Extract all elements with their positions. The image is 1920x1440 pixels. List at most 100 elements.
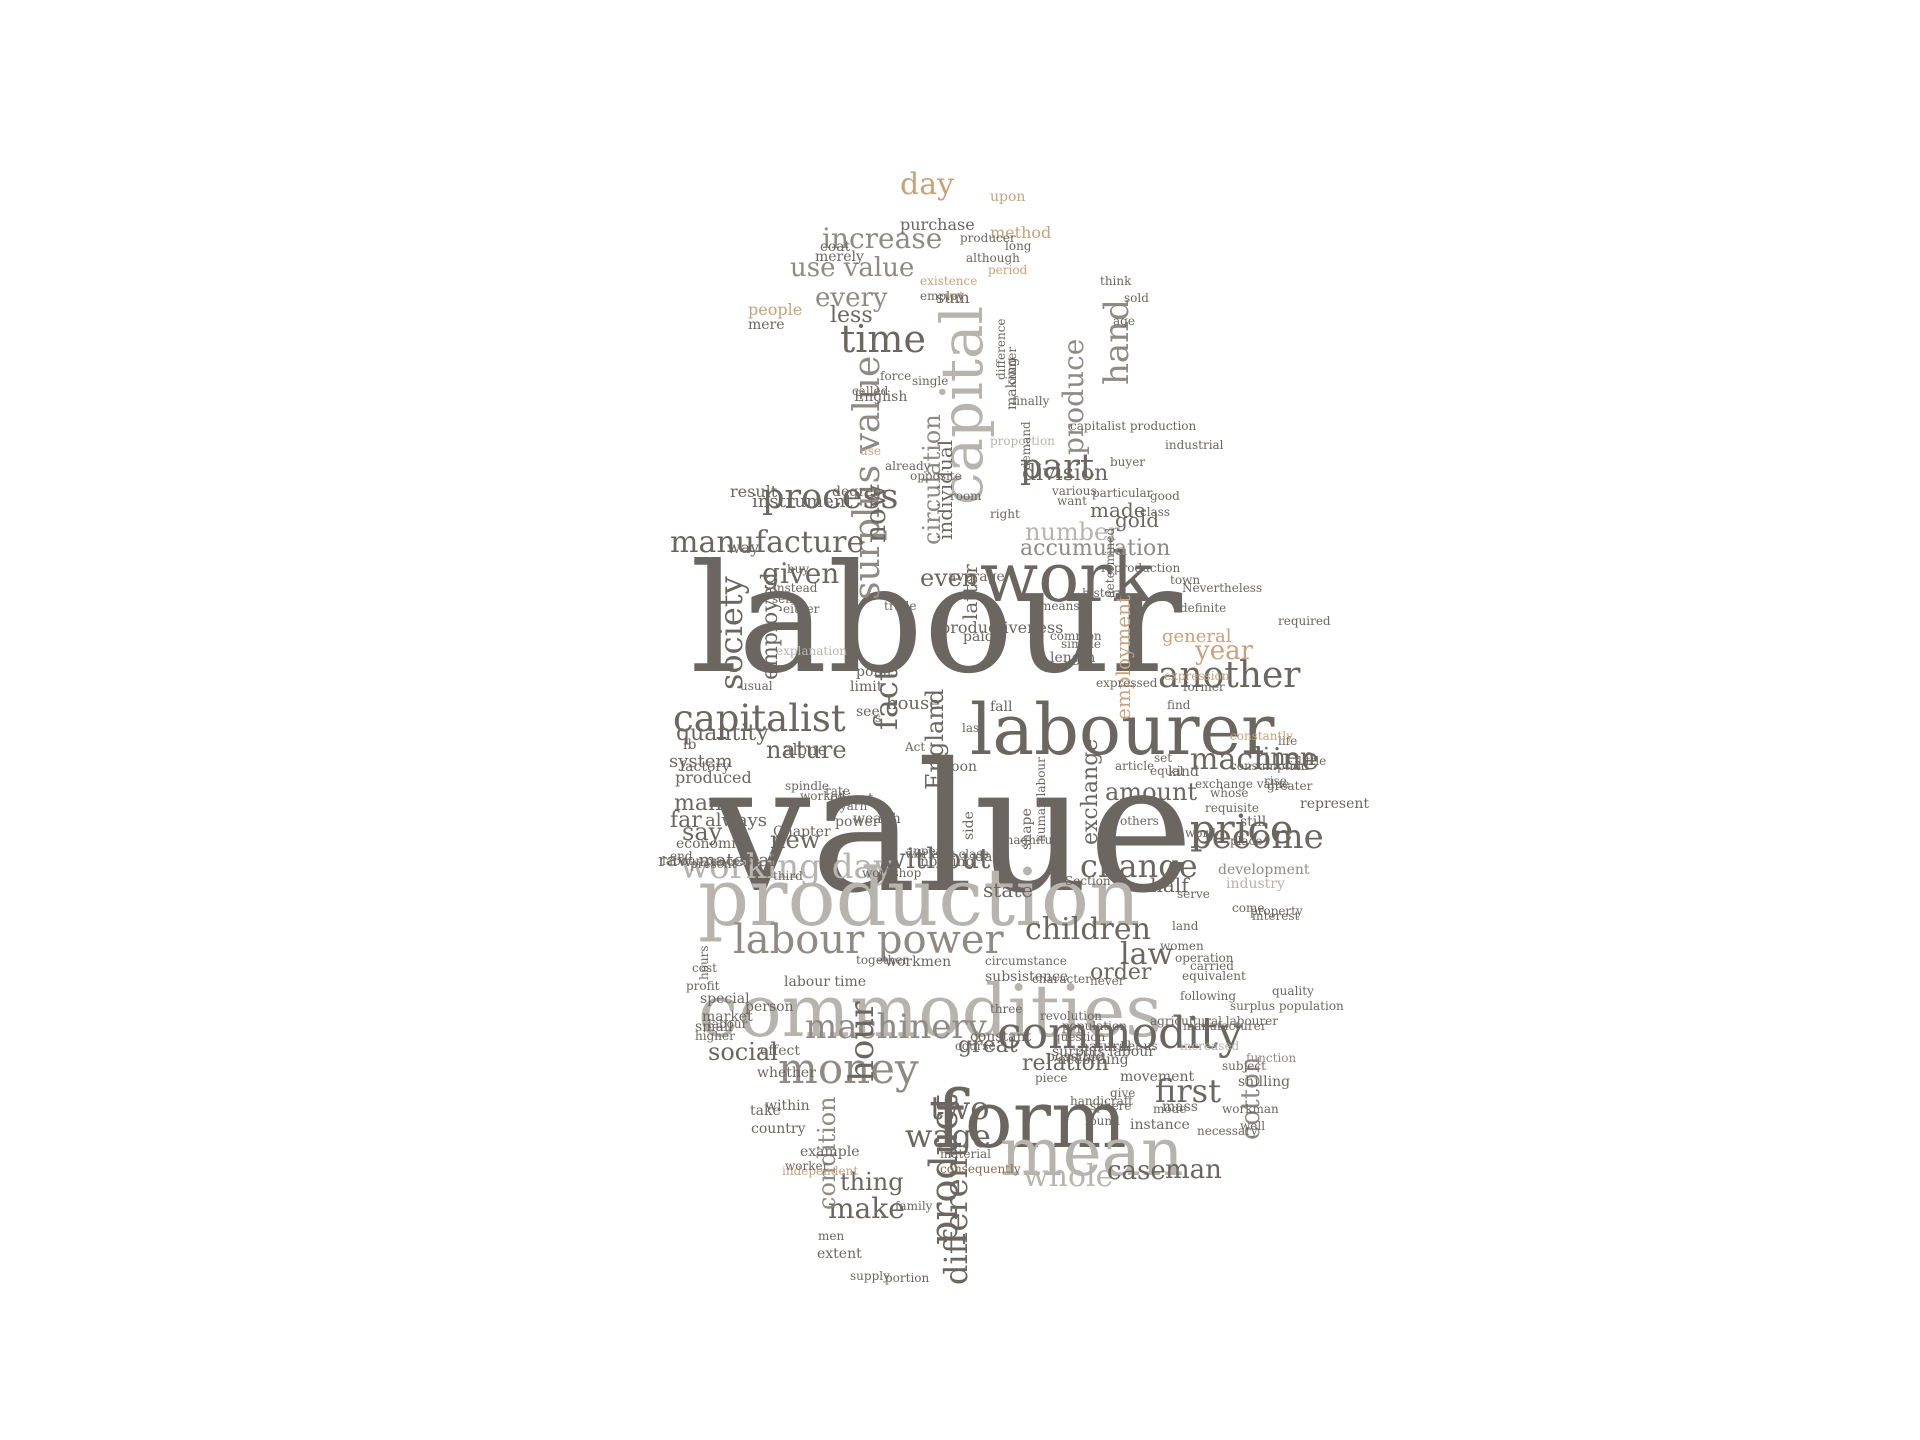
cloud-word: effect [760, 1043, 800, 1059]
cloud-word: order [1090, 960, 1152, 985]
cloud-word: part [1020, 447, 1095, 487]
cloud-word: class [1140, 505, 1171, 519]
cloud-word: example [800, 1144, 860, 1160]
cloud-word: third [773, 869, 803, 883]
cloud-word: method [990, 223, 1052, 242]
cloud-word: Chapter [773, 824, 831, 840]
cloud-word: make [828, 1192, 905, 1225]
cloud-word: equal [1150, 764, 1184, 778]
cloud-word: machine [1190, 742, 1320, 777]
cloud-word: use [860, 444, 881, 458]
cloud-word: hour [842, 1001, 882, 1082]
cloud-word: production [698, 851, 1141, 944]
cloud-word: process [762, 477, 899, 517]
cloud-word: shilling [1238, 1074, 1291, 1090]
cloud-word: raw material [658, 850, 775, 871]
cloud-word: produced [675, 768, 752, 787]
cloud-word: extent [817, 1246, 862, 1262]
cloud-word: expressed [1096, 676, 1158, 690]
cloud-word: Act [905, 740, 926, 754]
cloud-word: set [1154, 751, 1173, 765]
cloud-word: material [940, 1147, 992, 1161]
cloud-word: worker [785, 1159, 829, 1173]
cloud-word: constantly [1230, 729, 1293, 743]
cloud-word: possible [1046, 1049, 1104, 1065]
cloud-word: always [705, 810, 768, 831]
cloud-word: less [830, 303, 873, 328]
cloud-word: opposite [910, 469, 962, 483]
cloud-word: well [1240, 1119, 1266, 1133]
cloud-word: place [1230, 834, 1263, 848]
cloud-word: labourer [970, 689, 1275, 771]
cloud-word: room [950, 489, 982, 503]
cloud-word: machinery [805, 1007, 987, 1047]
cloud-word: portion [885, 1271, 930, 1285]
cloud-word: say [682, 818, 723, 846]
cloud-word: produce [1057, 338, 1090, 455]
cloud-word: labour [708, 1017, 748, 1031]
cloud-word: force [880, 369, 912, 383]
cloud-word: end [670, 849, 693, 863]
cloud-word: producer [960, 231, 1016, 245]
cloud-word: property [1250, 904, 1303, 918]
cloud-word: far [670, 808, 702, 833]
cloud-word: quality [1272, 984, 1314, 998]
cloud-word: average [948, 569, 1005, 585]
cloud-word: definite [1180, 601, 1227, 615]
cloud-word: value [710, 725, 1194, 932]
cloud-word: commodities [698, 969, 1163, 1053]
cloud-word: point [856, 664, 893, 680]
cloud-word: according [1058, 1052, 1129, 1068]
cloud-word: factory [680, 759, 731, 775]
cloud-word: hand [1097, 299, 1137, 385]
cloud-word: price [1190, 807, 1294, 853]
cloud-word: manufacturer [1183, 1019, 1267, 1033]
cloud-word: case [1107, 1156, 1166, 1186]
cloud-word: work [980, 539, 1153, 618]
cloud-word: reproduction [1101, 561, 1181, 575]
cloud-word: give [1110, 1086, 1136, 1100]
cloud-word: following [1180, 989, 1237, 1003]
cloud-word: become [1190, 817, 1324, 857]
cloud-word: long [1005, 239, 1032, 253]
cloud-word: proportion [990, 434, 1055, 448]
cloud-word: capitalist production [1070, 419, 1197, 433]
cloud-word: subject [1222, 1059, 1266, 1073]
cloud-word: consequently [940, 1162, 1021, 1176]
cloud-word: subsistence [985, 969, 1069, 985]
cloud-word: every [815, 283, 888, 313]
cloud-word: serve [1177, 887, 1210, 901]
cloud-word: market [702, 1009, 753, 1025]
cloud-word: accumulation [1020, 536, 1171, 561]
cloud-word: function [1246, 1051, 1297, 1065]
cloud-word: change [1080, 847, 1198, 885]
cloud-word: movement [1120, 1069, 1195, 1085]
cloud-word: mass [1162, 1099, 1198, 1115]
cloud-word: mere [748, 317, 785, 333]
cloud-word: appear [906, 844, 949, 858]
cloud-word: economic [676, 836, 744, 852]
cloud-word: country [751, 1121, 806, 1137]
cloud-word: house [886, 693, 940, 714]
cloud-word: life [1278, 734, 1298, 748]
cloud-word: half [1150, 873, 1189, 897]
cloud-word: labour power [733, 917, 1004, 963]
cloud-word: called [852, 384, 889, 398]
cloud-word: agricultural labourer [1150, 1014, 1278, 1028]
cloud-word: common [1050, 629, 1102, 643]
cloud-word: working day [680, 847, 894, 887]
cloud-word: paid [963, 629, 994, 645]
cloud-word: question [1053, 1030, 1106, 1044]
cloud-word: interest [1252, 909, 1300, 923]
cloud-word: period [988, 263, 1028, 277]
cloud-word: handicraft [1070, 1094, 1134, 1108]
cloud-word: gold [1115, 508, 1160, 532]
cloud-word: represent [1300, 796, 1370, 812]
cloud-word: another [1158, 655, 1301, 696]
cloud-word: commodity [997, 1008, 1243, 1059]
cloud-word: thing [840, 1168, 904, 1196]
cloud-word: either [783, 602, 820, 616]
cloud-word: explanation [776, 644, 848, 658]
cloud-word: mean [1000, 1114, 1184, 1191]
cloud-word: former [1183, 680, 1225, 694]
